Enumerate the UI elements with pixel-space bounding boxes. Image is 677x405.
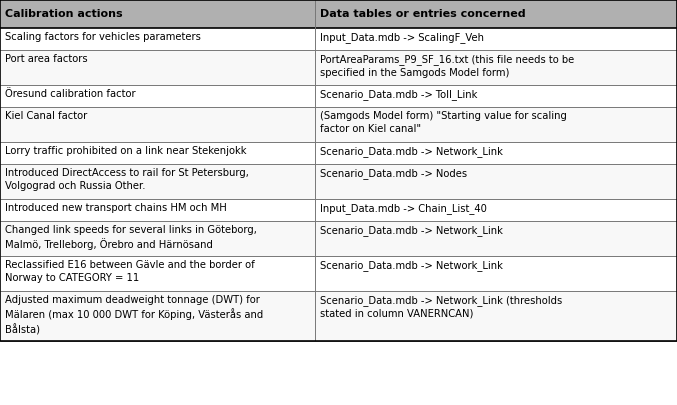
Text: Scaling factors for vehicles parameters: Scaling factors for vehicles parameters [5, 32, 201, 42]
Text: Scenario_Data.mdb -> Toll_Link: Scenario_Data.mdb -> Toll_Link [320, 89, 477, 100]
Bar [0, 142, 677, 164]
Text: Lorry traffic prohibited on a link near Stekenjokk: Lorry traffic prohibited on a link near … [5, 146, 246, 156]
Text: Input_Data.mdb -> ScalingF_Veh: Input_Data.mdb -> ScalingF_Veh [320, 32, 484, 43]
Text: Introduced DirectAccess to rail for St Petersburg,
Volgograd och Russia Other.: Introduced DirectAccess to rail for St P… [5, 168, 249, 191]
Bar [0, 0, 677, 28]
Text: Calibration actions: Calibration actions [5, 9, 123, 19]
Text: Scenario_Data.mdb -> Network_Link: Scenario_Data.mdb -> Network_Link [320, 146, 503, 157]
Text: PortAreaParams_P9_SF_16.txt (this file needs to be
specified in the Samgods Mode: PortAreaParams_P9_SF_16.txt (this file n… [320, 54, 574, 78]
Text: Kiel Canal factor: Kiel Canal factor [5, 111, 87, 121]
Bar [0, 256, 677, 291]
Bar [0, 50, 677, 85]
Bar [0, 107, 677, 142]
Text: Changed link speeds for several links in Göteborg,
Malmö, Trelleborg, Örebro and: Changed link speeds for several links in… [5, 225, 257, 250]
Bar [0, 85, 677, 107]
Text: Öresund calibration factor: Öresund calibration factor [5, 89, 135, 99]
Bar [0, 164, 677, 199]
Text: Scenario_Data.mdb -> Network_Link (thresholds
stated in column VANERNCAN): Scenario_Data.mdb -> Network_Link (thres… [320, 295, 562, 319]
Text: (Samgods Model form) "Starting value for scaling
factor on Kiel canal": (Samgods Model form) "Starting value for… [320, 111, 567, 134]
Text: Reclassified E16 between Gävle and the border of
Norway to CATEGORY = 11: Reclassified E16 between Gävle and the b… [5, 260, 255, 283]
Text: Port area factors: Port area factors [5, 54, 87, 64]
Bar [0, 199, 677, 221]
Bar [0, 291, 677, 341]
Bar [0, 221, 677, 256]
Bar [0, 28, 677, 50]
Text: Input_Data.mdb -> Chain_List_40: Input_Data.mdb -> Chain_List_40 [320, 203, 487, 214]
Text: Scenario_Data.mdb -> Network_Link: Scenario_Data.mdb -> Network_Link [320, 260, 503, 271]
Text: Scenario_Data.mdb -> Network_Link: Scenario_Data.mdb -> Network_Link [320, 225, 503, 236]
Text: Scenario_Data.mdb -> Nodes: Scenario_Data.mdb -> Nodes [320, 168, 467, 179]
Text: Adjusted maximum deadweight tonnage (DWT) for
Mälaren (max 10 000 DWT for Köping: Adjusted maximum deadweight tonnage (DWT… [5, 295, 263, 335]
Text: Introduced new transport chains HM och MH: Introduced new transport chains HM och M… [5, 203, 227, 213]
Text: Data tables or entries concerned: Data tables or entries concerned [320, 9, 525, 19]
